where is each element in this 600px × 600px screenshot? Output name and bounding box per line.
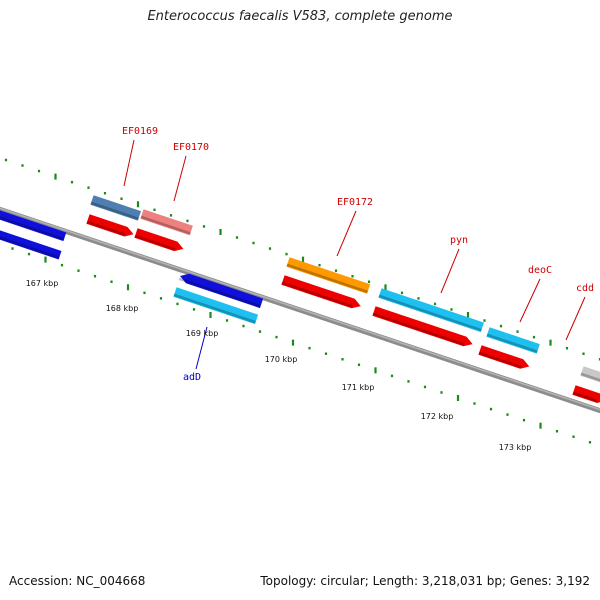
offscreen-gene-lower[interactable] — [0, 220, 62, 260]
gene-label-EF0170[interactable]: EF0170 — [173, 142, 209, 153]
deoC-leader-line — [519, 278, 541, 323]
EF0169-cds[interactable] — [86, 214, 135, 239]
axis-label-167: 167 kbp — [26, 279, 59, 288]
topology-label: Topology: circular; Length: 3,218,031 bp… — [260, 574, 590, 588]
deoC-cds[interactable] — [478, 345, 530, 371]
outer-tick-row — [4, 158, 600, 361]
inner-tick-row — [11, 247, 592, 444]
accession-label: Accession: NC_004668 — [9, 574, 146, 588]
gene-EF0170[interactable]: EF0170 — [134, 142, 209, 254]
cdd-cds[interactable] — [572, 385, 600, 405]
gene-EF0169[interactable]: EF0169 — [86, 126, 158, 239]
EF0169-leader-line — [123, 139, 135, 187]
left-edge-genes — [0, 200, 67, 260]
gene-deoC[interactable]: deoC — [478, 265, 552, 371]
gene-cdd[interactable]: cdd — [565, 283, 600, 406]
gene-label-EF0169[interactable]: EF0169 — [122, 126, 158, 137]
deoC-feature[interactable] — [486, 327, 540, 354]
cdd-leader-line — [565, 296, 586, 341]
adD-leader-line — [195, 326, 208, 370]
adD-feature[interactable] — [173, 287, 259, 325]
pyn-leader-line — [440, 248, 460, 294]
pyn-cds[interactable] — [372, 306, 474, 349]
axis-label-170: 170 kbp — [265, 355, 298, 364]
axis-label-173: 173 kbp — [499, 443, 532, 452]
axis-label-172: 172 kbp — [421, 412, 454, 421]
tick-rows — [4, 158, 600, 444]
EF0170-cds[interactable] — [134, 228, 185, 253]
map-title: Enterococcus faecalis V583, complete gen… — [147, 9, 453, 24]
pyn-feature[interactable] — [378, 288, 484, 333]
EF0170-leader-line — [173, 155, 187, 202]
gene-layer: EF0169 EF0170 EF0172 pyn deoC cdd adD — [86, 126, 600, 406]
gene-label-EF0172[interactable]: EF0172 — [337, 197, 373, 208]
gene-label-pyn[interactable]: pyn — [450, 235, 468, 246]
EF0169-feature[interactable] — [90, 195, 141, 221]
gene-label-cdd[interactable]: cdd — [576, 283, 594, 294]
axis-label-171: 171 kbp — [342, 383, 375, 392]
EF0170-feature[interactable] — [140, 209, 193, 236]
genome-backbone — [0, 206, 600, 414]
gene-EF0172[interactable]: EF0172 — [281, 197, 373, 311]
axis-label-168: 168 kbp — [106, 304, 139, 313]
EF0172-feature[interactable] — [286, 257, 371, 294]
offscreen-gene-upper[interactable] — [0, 200, 67, 242]
genome-backbone-highlight — [0, 207, 600, 411]
adD-cds[interactable] — [178, 271, 264, 309]
axis-label-169: 169 kbp — [186, 329, 219, 338]
gene-label-deoC[interactable]: deoC — [528, 265, 552, 276]
gene-label-adD[interactable]: adD — [183, 372, 201, 383]
gene-pyn[interactable]: pyn — [372, 235, 484, 349]
kbp-labels: 167 kbp 168 kbp 169 kbp 170 kbp 171 kbp 172 k… — [26, 279, 532, 452]
gene-adD[interactable]: adD — [173, 271, 264, 383]
EF0172-cds[interactable] — [281, 275, 362, 311]
EF0172-leader-line — [336, 210, 357, 257]
cdd-feature[interactable] — [580, 366, 600, 386]
